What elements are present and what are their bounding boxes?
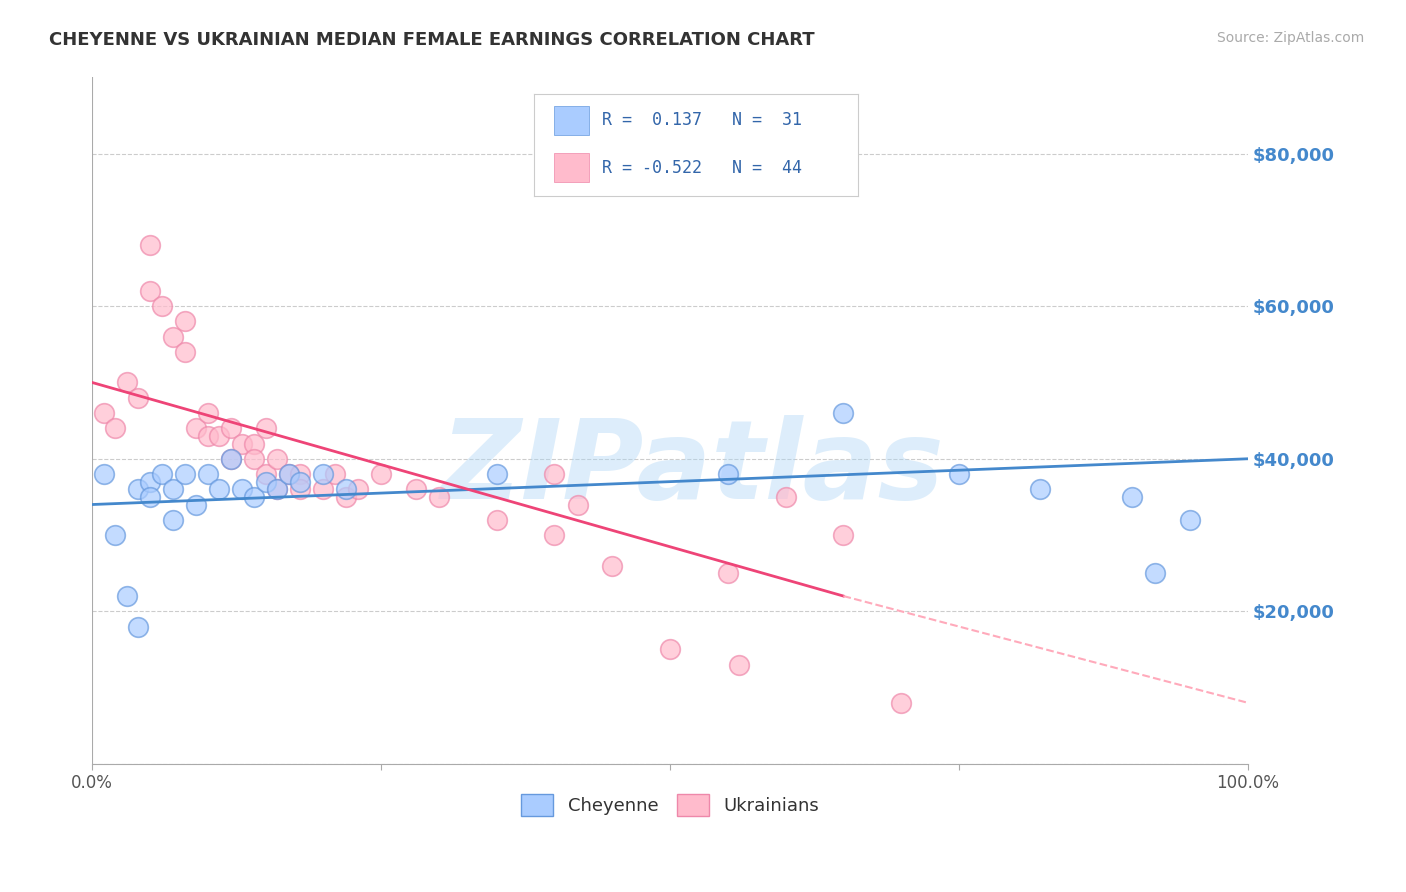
Point	[277, 467, 299, 481]
Point	[219, 421, 242, 435]
Point	[231, 483, 253, 497]
Point	[312, 483, 335, 497]
Point	[162, 513, 184, 527]
Point	[231, 436, 253, 450]
Legend: Cheyenne, Ukrainians: Cheyenne, Ukrainians	[513, 787, 827, 823]
FancyBboxPatch shape	[554, 153, 589, 182]
Point	[208, 483, 231, 497]
Point	[728, 657, 751, 672]
Point	[485, 467, 508, 481]
Point	[127, 619, 149, 633]
Point	[93, 406, 115, 420]
Point	[832, 528, 855, 542]
Point	[890, 696, 912, 710]
Text: Source: ZipAtlas.com: Source: ZipAtlas.com	[1216, 31, 1364, 45]
Point	[717, 467, 740, 481]
Point	[93, 467, 115, 481]
Point	[104, 421, 127, 435]
Point	[243, 451, 266, 466]
Point	[115, 376, 138, 390]
Point	[139, 475, 162, 489]
Point	[219, 451, 242, 466]
Point	[347, 483, 370, 497]
Point	[427, 490, 450, 504]
Point	[115, 589, 138, 603]
Point	[127, 483, 149, 497]
Point	[197, 429, 219, 443]
Point	[335, 490, 357, 504]
Point	[139, 238, 162, 252]
Text: R = -0.522   N =  44: R = -0.522 N = 44	[602, 159, 803, 177]
Point	[186, 421, 208, 435]
Point	[832, 406, 855, 420]
Point	[254, 467, 277, 481]
Point	[543, 467, 565, 481]
Point	[150, 467, 173, 481]
Point	[243, 436, 266, 450]
Point	[243, 490, 266, 504]
Point	[290, 483, 312, 497]
Point	[266, 483, 288, 497]
Point	[266, 483, 288, 497]
Point	[254, 421, 277, 435]
Point	[173, 345, 195, 359]
Point	[150, 299, 173, 313]
Point	[173, 467, 195, 481]
Point	[543, 528, 565, 542]
Point	[254, 475, 277, 489]
Point	[335, 483, 357, 497]
Point	[323, 467, 346, 481]
Point	[659, 642, 682, 657]
Point	[127, 391, 149, 405]
Point	[1144, 566, 1167, 581]
Point	[948, 467, 970, 481]
Point	[1178, 513, 1201, 527]
Point	[208, 429, 231, 443]
Point	[717, 566, 740, 581]
Point	[266, 451, 288, 466]
Point	[567, 498, 589, 512]
Point	[162, 483, 184, 497]
Point	[219, 451, 242, 466]
Point	[405, 483, 427, 497]
Text: R =  0.137   N =  31: R = 0.137 N = 31	[602, 112, 803, 129]
Point	[104, 528, 127, 542]
Point	[173, 314, 195, 328]
Point	[370, 467, 392, 481]
Point	[600, 558, 623, 573]
Point	[162, 330, 184, 344]
Point	[312, 467, 335, 481]
Point	[775, 490, 797, 504]
Point	[186, 498, 208, 512]
FancyBboxPatch shape	[554, 106, 589, 135]
Point	[1121, 490, 1143, 504]
Text: CHEYENNE VS UKRAINIAN MEDIAN FEMALE EARNINGS CORRELATION CHART: CHEYENNE VS UKRAINIAN MEDIAN FEMALE EARN…	[49, 31, 815, 49]
Point	[290, 475, 312, 489]
Point	[197, 406, 219, 420]
Point	[197, 467, 219, 481]
Point	[277, 467, 299, 481]
Point	[1029, 483, 1052, 497]
Text: ZIPatlas: ZIPatlas	[441, 415, 945, 522]
Point	[139, 284, 162, 298]
Point	[290, 467, 312, 481]
Point	[485, 513, 508, 527]
Point	[139, 490, 162, 504]
